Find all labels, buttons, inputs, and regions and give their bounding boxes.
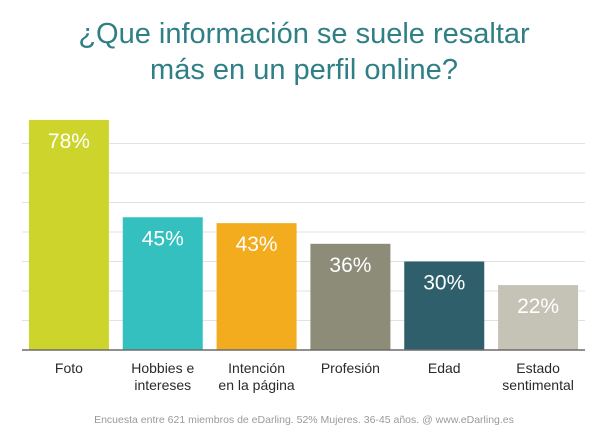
chart-title-line-2: más en un perfil online?: [150, 54, 458, 86]
category-label-4-0: Edad: [428, 360, 461, 376]
category-label-5-1: sentimental: [502, 377, 574, 393]
chart-title: ¿Que información se suele resaltar más e…: [0, 16, 608, 88]
bar-2: [216, 223, 297, 350]
bar-value-label-4: 30%: [423, 272, 465, 295]
chart-title-line-1: ¿Que información se suele resaltar: [78, 18, 530, 50]
category-label-2-0: Intención: [228, 360, 285, 376]
bar-5: [498, 285, 579, 350]
category-label-1-1: intereses: [134, 377, 191, 393]
survey-footnote: Encuesta entre 621 miembros de eDarling.…: [94, 414, 514, 426]
bar-value-label-1: 45%: [142, 227, 184, 250]
bar-4: [404, 261, 485, 350]
category-label-1-0: Hobbies e: [131, 360, 194, 376]
bar-1: [122, 217, 203, 350]
bar-value-label-0: 78%: [48, 130, 90, 153]
bar-value-label-5: 22%: [517, 295, 559, 318]
category-label-3-0: Profesión: [321, 360, 380, 376]
bar-value-label-3: 36%: [329, 254, 371, 277]
category-label-5-0: Estado: [516, 360, 560, 376]
category-label-2-1: en la página: [218, 377, 295, 393]
bar-0: [28, 119, 109, 351]
category-label-0-0: Foto: [55, 360, 83, 376]
bar-3: [310, 243, 391, 350]
bar-value-label-2: 43%: [236, 233, 278, 256]
